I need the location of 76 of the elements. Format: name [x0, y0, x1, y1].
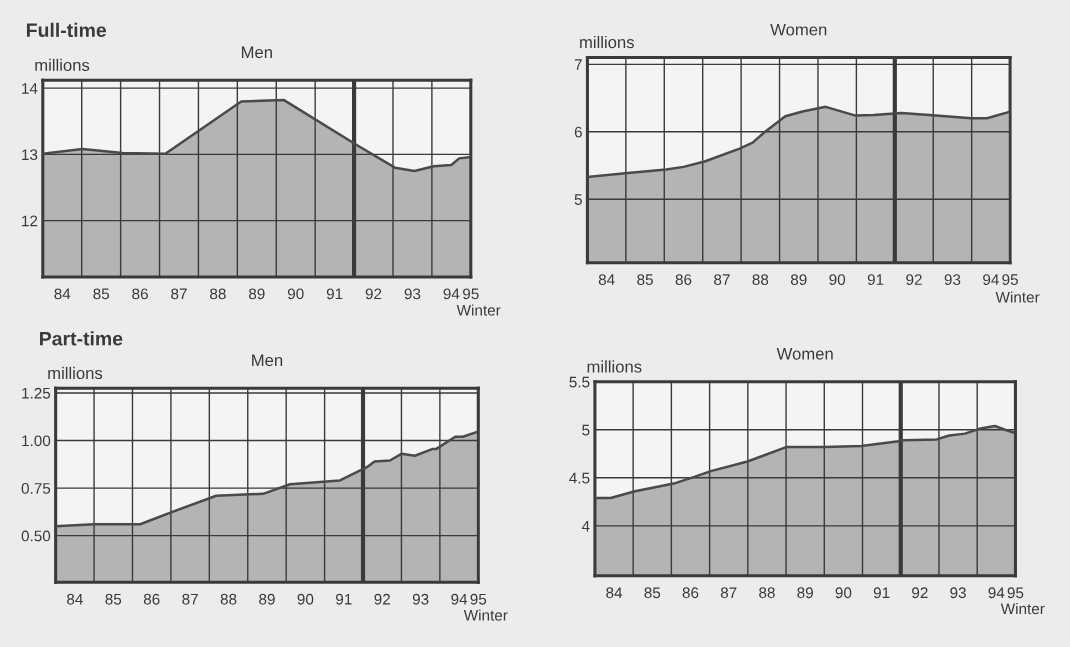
text: Part-time: [40, 331, 123, 346]
x-tick-label: 91: [873, 587, 890, 599]
x-tick-label: 90: [835, 587, 852, 599]
x-tick-label: 94: [443, 288, 460, 300]
x-tick-label: 95: [1002, 274, 1018, 286]
x-tick-label: 88: [759, 587, 775, 599]
x-tick-label: 89: [248, 288, 265, 300]
y-tick-label: 5: [574, 194, 582, 205]
y-tick-label: 13: [22, 149, 38, 161]
x-tick-label: 92: [374, 593, 390, 605]
y-tick-label: 5.5: [569, 376, 590, 388]
x-tick-label: 91: [326, 288, 343, 300]
y-tick-label: 4.5: [569, 472, 590, 484]
x-tick-label: 89: [797, 587, 813, 599]
chart-title: Men: [241, 46, 272, 59]
x-tick-label: 95: [1007, 587, 1024, 599]
y-axis-title: millions: [35, 58, 90, 72]
x-tick-label: 86: [675, 274, 692, 286]
x-tick-label: 92: [906, 274, 922, 286]
x-tick-label: 88: [210, 288, 226, 300]
x-tick-label: 95: [463, 288, 479, 300]
x-tick-label: 85: [637, 274, 653, 286]
y-tick-label: 1.00: [22, 435, 51, 447]
x-tick-label: 87: [171, 288, 187, 300]
x-tick-label: 84: [598, 274, 615, 286]
x-axis-title: Winter: [995, 291, 1040, 303]
x-tick-label: 85: [644, 587, 661, 599]
x-tick-label: 91: [867, 274, 884, 286]
x-axis-title: Winter: [463, 609, 508, 621]
x-tick-label: 94: [983, 274, 999, 286]
x-tick-label: 91: [336, 593, 352, 605]
y-tick-label: 1.25: [22, 387, 51, 399]
x-tick-label: 95: [470, 593, 487, 605]
x-tick-label: 84: [606, 587, 623, 599]
x-tick-label: 86: [132, 288, 148, 300]
x-tick-label: 85: [93, 288, 110, 300]
x-tick-label: 90: [287, 288, 304, 300]
y-tick-label: 0.75: [21, 482, 51, 494]
x-tick-label: 89: [790, 274, 807, 286]
x-tick-label: 93: [944, 274, 961, 286]
x-tick-label: 88: [752, 274, 769, 286]
x-tick-label: 93: [412, 593, 429, 605]
y-axis-title: millions: [587, 360, 642, 373]
x-tick-label: 90: [829, 274, 846, 286]
x-tick-label: 92: [365, 288, 382, 300]
x-axis-title: Winter: [456, 304, 501, 316]
x-tick-label: 84: [67, 593, 83, 605]
x-tick-label: 90: [297, 593, 314, 605]
x-tick-label: 88: [220, 593, 237, 605]
x-tick-label: 87: [714, 274, 730, 286]
chart-title: Women: [776, 348, 833, 360]
y-tick-label: 14: [22, 83, 38, 94]
x-tick-label: 94: [988, 587, 1005, 599]
text: Full-time: [26, 22, 107, 38]
x-tick-label: 92: [912, 587, 928, 599]
x-tick-label: 87: [720, 587, 737, 599]
y-axis-title: millions: [48, 366, 103, 380]
x-tick-label: 86: [143, 593, 160, 605]
x-tick-label: 94: [451, 593, 468, 605]
x-tick-label: 89: [259, 593, 275, 605]
x-axis-title: Winter: [1000, 603, 1045, 615]
y-tick-label: 4: [581, 520, 590, 532]
y-axis-title: millions: [580, 35, 634, 49]
chart-title: Women: [770, 23, 827, 36]
y-tick-label: 7: [574, 59, 582, 70]
chart-title: Men: [252, 354, 283, 367]
x-tick-label: 93: [950, 587, 966, 599]
y-tick-label: 5: [582, 424, 590, 436]
x-tick-label: 87: [182, 593, 198, 605]
x-tick-label: 85: [105, 593, 122, 605]
x-tick-label: 93: [404, 288, 421, 300]
x-tick-label: 86: [682, 587, 699, 599]
x-tick-label: 84: [54, 288, 71, 300]
y-tick-label: 12: [22, 215, 38, 227]
y-tick-label: 6: [574, 126, 582, 138]
y-tick-label: 0.50: [21, 530, 51, 542]
